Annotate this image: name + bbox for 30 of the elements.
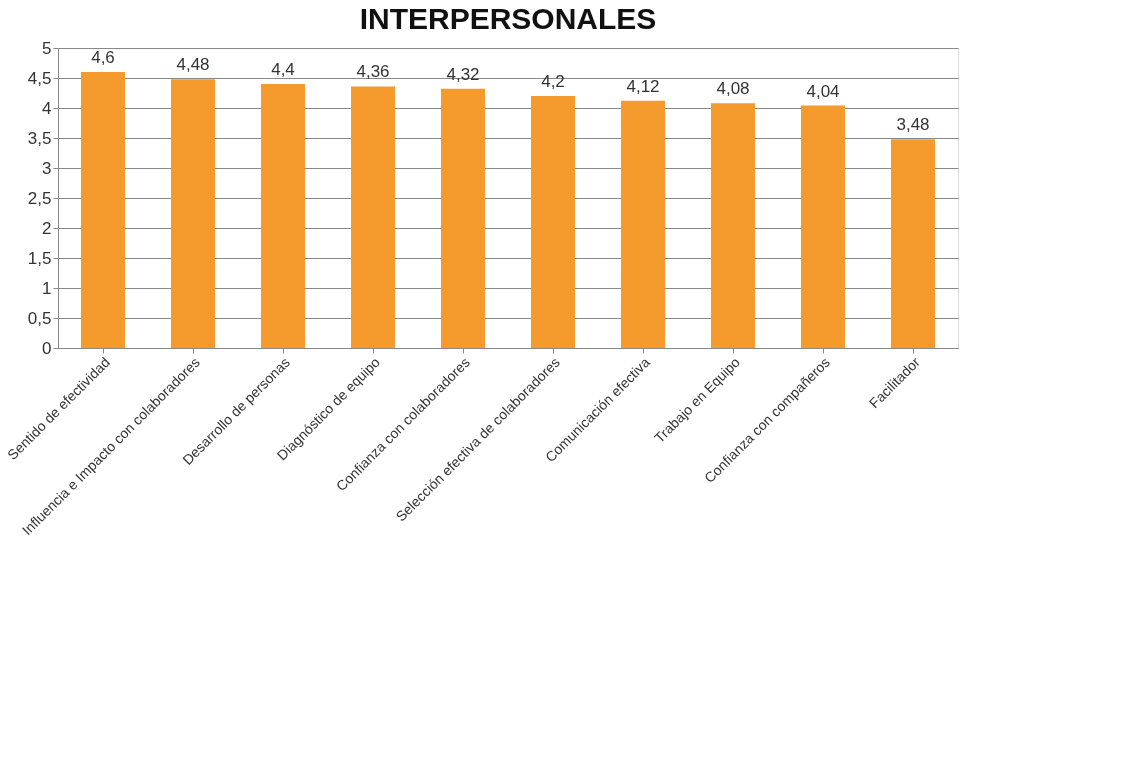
data-label: 4,4 [271, 60, 295, 79]
y-tick-label: 1,5 [27, 248, 52, 268]
y-tick-label: 4 [42, 98, 52, 118]
data-label: 4,04 [806, 81, 840, 101]
bar [171, 79, 215, 348]
bar [891, 139, 935, 348]
y-tick-label: 2,5 [27, 188, 52, 208]
data-label: 4,36 [356, 62, 390, 82]
bar [711, 103, 755, 348]
data-label: 4,08 [716, 79, 750, 99]
bar [801, 105, 845, 348]
bar [621, 100, 665, 348]
y-tick-label: 2 [42, 218, 52, 238]
data-label: 4,6 [91, 48, 115, 67]
bar [531, 96, 575, 348]
y-tick-label: 0 [42, 338, 52, 358]
data-label: 4,12 [626, 76, 660, 96]
y-tick-label: 4,5 [27, 68, 52, 88]
bar [351, 86, 395, 348]
data-label: 3,48 [896, 115, 930, 135]
y-tick-label: 1 [42, 278, 52, 298]
y-tick-label: 5 [42, 38, 52, 58]
bar [261, 84, 305, 348]
bar [81, 72, 125, 348]
y-tick-label: 0,5 [27, 308, 52, 328]
y-tick-label: 3 [42, 158, 52, 178]
data-label: 4,48 [176, 55, 210, 75]
chart-title: INTERPERSONALES [359, 2, 657, 35]
y-tick-label: 3,5 [27, 128, 52, 148]
bar [441, 88, 485, 348]
